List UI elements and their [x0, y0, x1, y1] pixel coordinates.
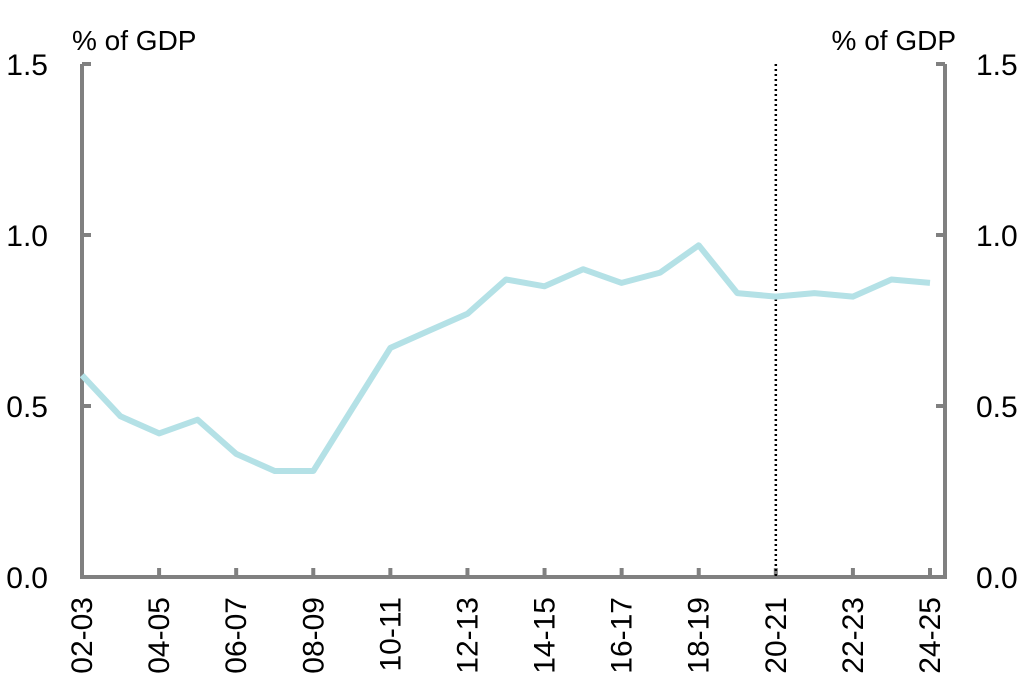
x-tick-label: 06-07	[220, 597, 253, 674]
right-y-tick-label: 0.5	[976, 391, 1018, 424]
series-line	[79, 242, 931, 474]
x-tick-label: 18-19	[683, 597, 716, 674]
right-y-tick-label: 0.0	[976, 562, 1018, 595]
x-tick-label: 02-03	[66, 597, 99, 674]
left-y-tick-label: 1.0	[6, 220, 48, 253]
right-y-tick-label: 1.5	[976, 49, 1018, 82]
x-tick-label: 12-13	[451, 597, 484, 674]
left-axis-unit-label: % of GDP	[72, 25, 196, 56]
left-y-tick-label: 0.5	[6, 391, 48, 424]
right-y-tick-label: 1.0	[976, 220, 1018, 253]
x-tick-label: 10-11	[374, 597, 407, 672]
x-tick-label: 04-05	[143, 597, 176, 674]
left-y-tick-label: 0.0	[6, 562, 48, 595]
left-y-tick-label: 1.5	[6, 49, 48, 82]
x-tick-label: 16-17	[606, 597, 639, 674]
x-tick-label: 08-09	[297, 597, 330, 674]
right-axis-unit-label: % of GDP	[832, 25, 956, 56]
x-tick-label: 22-23	[837, 597, 870, 674]
x-tick-label: 20-21	[760, 597, 793, 674]
x-tick-label: 24-25	[914, 597, 947, 674]
x-tick-label: 14-15	[529, 597, 562, 674]
